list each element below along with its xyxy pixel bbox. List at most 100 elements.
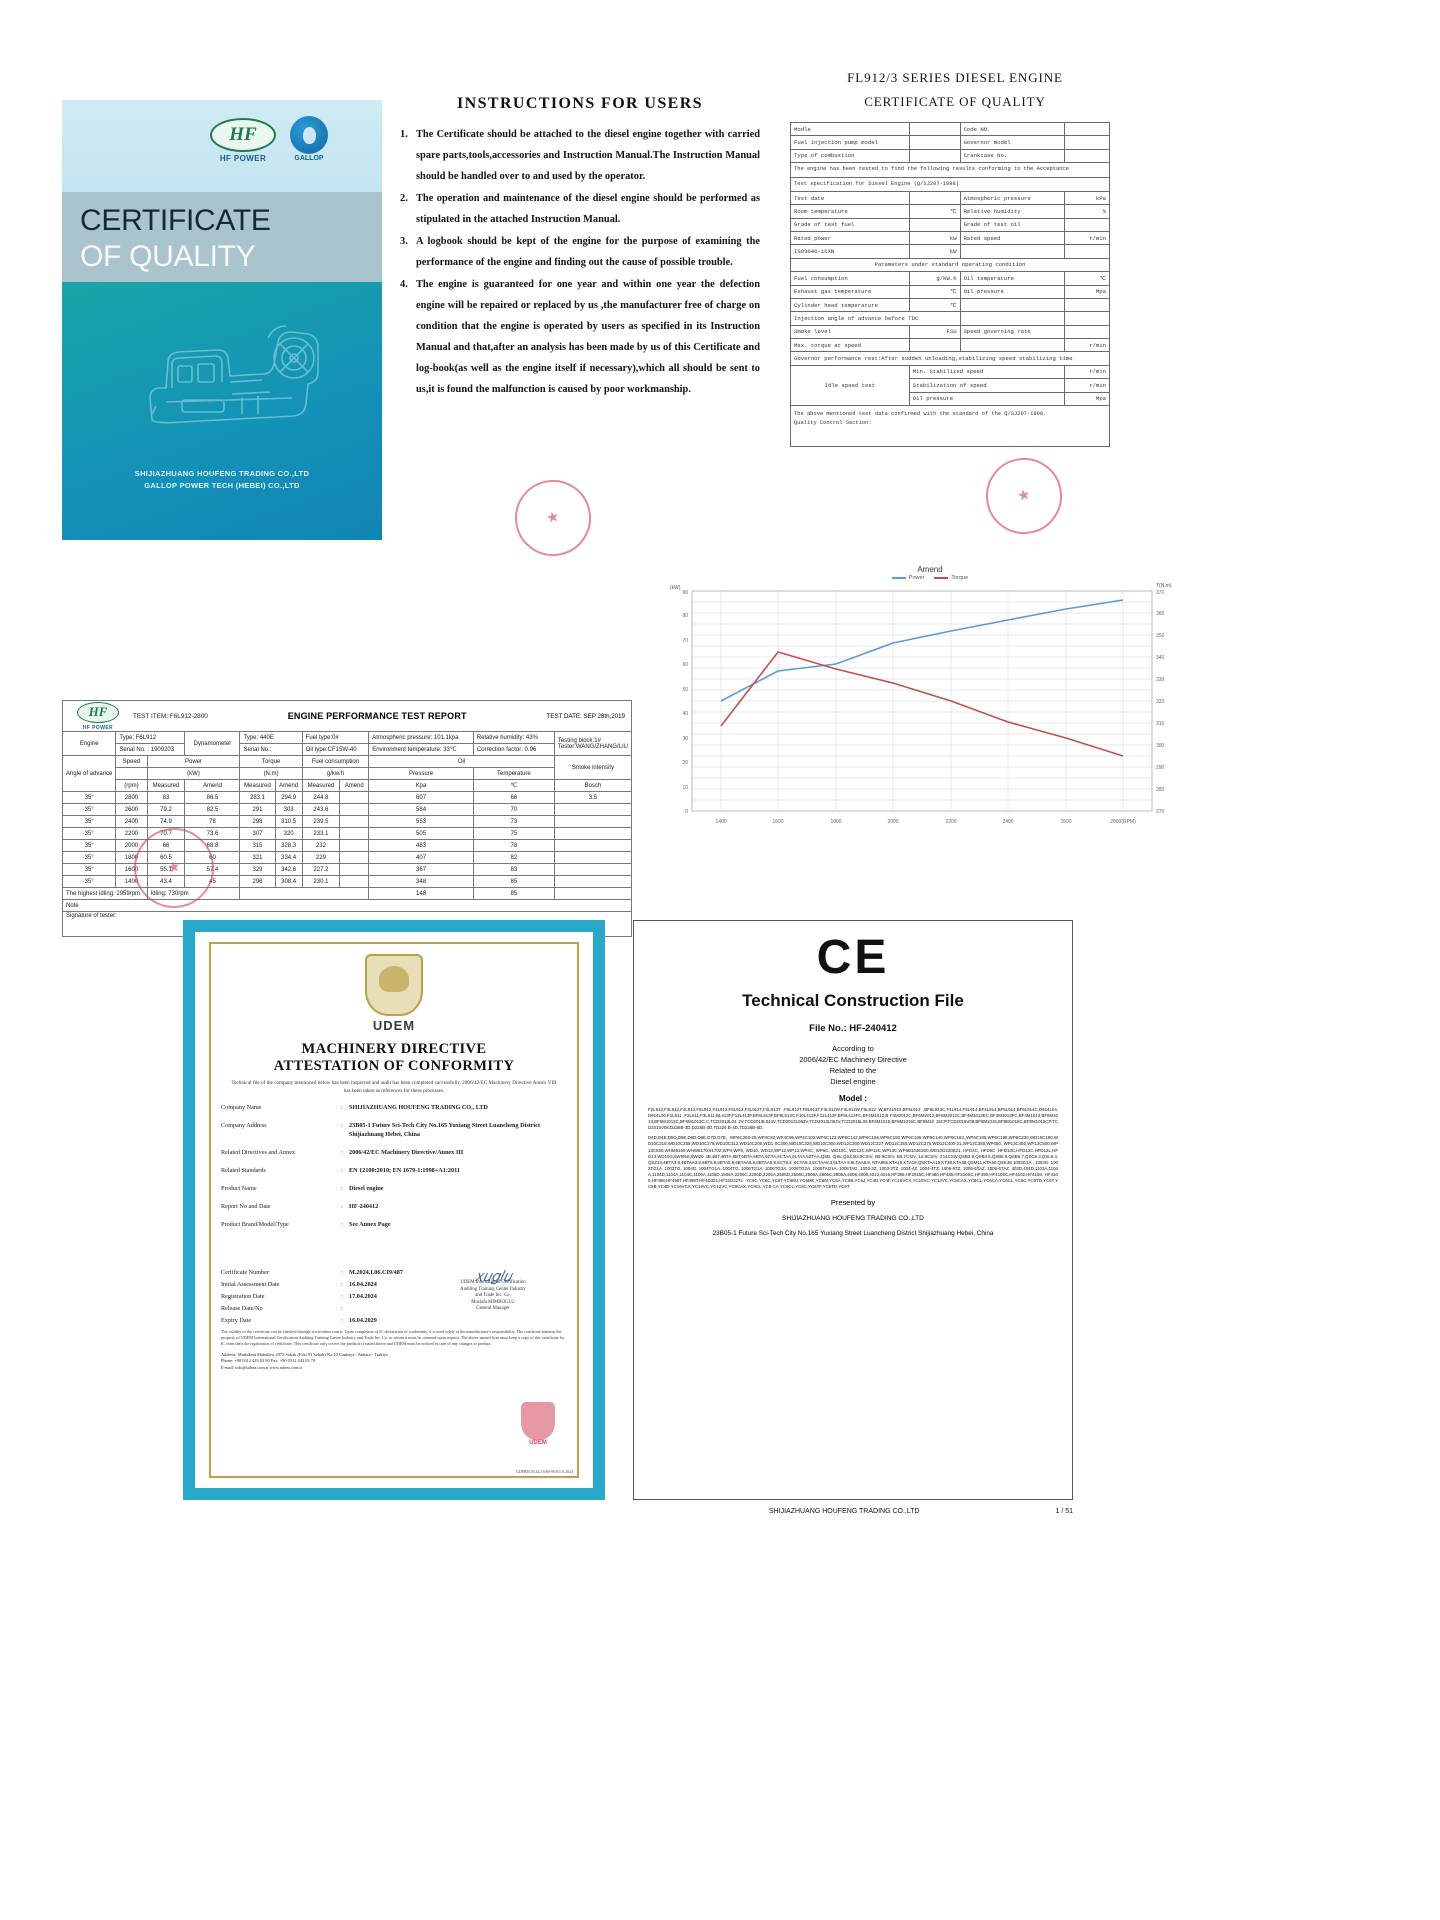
cell-oil-temp: 75 [472, 827, 555, 840]
cell-note: Note [62, 899, 632, 912]
red-seal-stamp: ★ [507, 472, 599, 564]
cover-title-line2: OF QUALITY [80, 240, 256, 273]
field-key: Product Name [221, 1185, 257, 1192]
perf-test-item: TEST ITEM: F6L912-2800 [133, 713, 208, 720]
hf-power-logo: HF HF POWER [210, 118, 276, 163]
qcert-footer-line1: The above mentioned test data confirmed … [794, 410, 1047, 417]
cell-unit: r/min [1064, 364, 1110, 380]
cell-label: Atmospheric pressure [959, 190, 1066, 206]
cell-torque-amend: 334.4 [274, 851, 303, 864]
cell-label: Max. torque at speed [790, 337, 910, 353]
udem-field: Expiry Date : 16.04.2029 [221, 1316, 567, 1325]
svg-text:40: 40 [682, 711, 688, 717]
table-row: Injection angle of advance before TDC [790, 311, 1110, 326]
chart-ylabel: (kW) [670, 585, 681, 591]
udem-field: Product Brand/Model/Type : See Annex Pag… [221, 1220, 567, 1229]
cell-smoke [553, 875, 633, 888]
instruction-item: 4. The engine is guaranteed for one year… [400, 274, 760, 400]
cell-unit: Mpa [1064, 284, 1110, 299]
cell-smoke [553, 839, 633, 852]
cell-fuel-amend [339, 875, 370, 888]
udem-logo-label: UDEM [372, 1018, 416, 1033]
cell-rpm: 1600 [115, 863, 148, 876]
header-pressure: Pressure [368, 767, 474, 780]
field-value: EN 12100:2010; EN 1679-1:1998+A1:2011 [349, 1167, 460, 1174]
cell-correction: Correction factor: 0.96 [472, 743, 555, 756]
cell-idling-temp: 85 [472, 887, 555, 900]
cell-torque-measured: 283.1 [239, 791, 276, 804]
chart-y2label: T(N.m) [1156, 583, 1172, 589]
instruction-number: 3. [400, 236, 408, 247]
header-torque: Torque [239, 755, 303, 768]
table-row: The above mentioned test data confirmed … [790, 404, 1110, 448]
cell-label: Oil pressure [959, 284, 1066, 299]
table-row: Engine Type: F6L912 Dynamometer Type: 44… [61, 731, 633, 756]
legend-swatch-torque [934, 576, 949, 579]
table-row: The engine has been tested to find the f… [790, 162, 1110, 178]
table-row: Modle Code NO. [790, 121, 1110, 137]
cell-value [1064, 217, 1110, 233]
ce-directive: 2006/42/EC Machinery Directive [799, 1055, 907, 1064]
field-key: Related Standards [221, 1167, 266, 1174]
cell-smoke [553, 851, 633, 864]
cell-atm-pressure: Atmospheric pressure: 101.1kpa [368, 731, 474, 744]
seal-star-icon: ★ [1015, 486, 1033, 505]
field-key: Initial Assessment Date [221, 1281, 280, 1288]
field-key: Registration Date [221, 1293, 265, 1300]
header-angle: Angle of advance [61, 755, 117, 792]
cell-torque-amend: 328.3 [274, 839, 303, 852]
label: Type: [119, 734, 135, 741]
cell-label: ISO3046-1CXN [790, 244, 910, 259]
hf-logo-label: HF POWER [219, 154, 267, 163]
instruction-text: The Certificate should be attached to th… [416, 129, 760, 182]
table-row: Room temperature ℃ Relative humidity % [790, 204, 1110, 219]
field-key: Company Name [221, 1104, 262, 1111]
udem-field: Related Standards : EN 12100:2010; EN 16… [221, 1166, 567, 1175]
svg-text:10: 10 [682, 785, 688, 791]
field-colon: : [341, 1317, 343, 1324]
udem-field: Registration Date : 17.04.2024 [221, 1292, 567, 1301]
cell-angle: 35° [61, 791, 117, 804]
cell-label: Grade of test oil [959, 217, 1066, 233]
cell-torque-amend: 320 [274, 827, 303, 840]
header-measured: Measured [146, 779, 186, 792]
svg-text:360: 360 [1156, 611, 1165, 617]
cell-label: Injection angle of advance before TDC [790, 311, 961, 326]
cover-header-band: HF HF POWER GALLOP [62, 100, 382, 192]
cell-value [1064, 121, 1110, 137]
table-row: Idle speed test Min. Stabilized speed r/… [790, 364, 1110, 406]
svg-text:80: 80 [682, 613, 688, 619]
cell-value [908, 190, 961, 206]
cell-fuel-measured: 239.5 [301, 815, 341, 828]
instruction-number: 1. [400, 129, 408, 140]
svg-text:280: 280 [1156, 787, 1165, 793]
field-colon: : [341, 1203, 343, 1210]
cell-torque-measured: 321 [239, 851, 276, 864]
cell-torque-amend: 342.6 [274, 863, 303, 876]
cell-label: Cylinder head temperature [790, 297, 910, 313]
svg-text:350: 350 [1156, 633, 1165, 639]
cell-unit: ℃ [908, 204, 961, 219]
perf-test-item-label: TEST ITEM: [133, 712, 169, 720]
cell-oil-temp: 70 [472, 803, 555, 816]
svg-text:310: 310 [1156, 721, 1165, 727]
cover-footer-line1: SHIJIAZHUANG HOUFENG TRADING CO.,LTD [134, 469, 310, 478]
udem-seal-crest-icon [521, 1402, 555, 1440]
value: 440E [259, 734, 274, 741]
cell-label: Modle [790, 121, 910, 137]
cell-label: Exhaust gas temperature [790, 284, 910, 299]
field-colon: : [341, 1305, 343, 1312]
legend-item-power: Power [891, 575, 924, 581]
perf-test-date: TEST DATE: SEP 28th,2019 [547, 713, 631, 720]
cell-value [1064, 297, 1110, 313]
series-power-line [720, 599, 1124, 702]
table-row: Max. torque at speed r/min [790, 337, 1110, 353]
header-amend: Amend [184, 779, 241, 792]
cell-label: Room temperature [790, 204, 910, 219]
header-amend: Amend [274, 779, 303, 792]
cell-dyno-serial: Serial No.: [239, 743, 303, 756]
cell-power-measured: 74.9 [146, 815, 186, 828]
header-oil: Oil [368, 755, 555, 768]
qcert-footer-line2: Quality Control Section: [794, 419, 872, 426]
cell-fuel-amend [339, 803, 370, 816]
